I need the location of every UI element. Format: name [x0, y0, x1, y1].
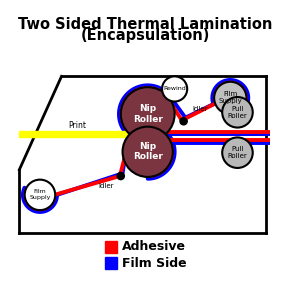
Circle shape — [123, 127, 173, 177]
Bar — [105, 257, 117, 269]
Text: Rewind: Rewind — [163, 86, 186, 92]
Circle shape — [117, 172, 124, 180]
Circle shape — [214, 82, 246, 114]
Text: Film
Supply: Film Supply — [29, 190, 51, 200]
Text: Nip
Roller: Nip Roller — [133, 142, 163, 161]
Text: Pull
Roller: Pull Roller — [228, 106, 247, 119]
Circle shape — [25, 180, 55, 210]
Text: Film Side: Film Side — [122, 256, 186, 270]
Circle shape — [180, 118, 187, 125]
Bar — [105, 241, 117, 253]
Text: Nip
Roller: Nip Roller — [133, 104, 163, 124]
Text: Film
Supply: Film Supply — [218, 92, 242, 104]
Circle shape — [121, 87, 175, 141]
Bar — [19, 131, 136, 137]
Text: Print: Print — [69, 121, 87, 130]
Text: Idler: Idler — [98, 183, 114, 189]
Text: Idler: Idler — [193, 106, 208, 112]
Text: Pull
Roller: Pull Roller — [228, 146, 247, 159]
Circle shape — [162, 76, 187, 101]
Text: Adhesive: Adhesive — [122, 241, 186, 254]
Text: Two Sided Thermal Lamination: Two Sided Thermal Lamination — [18, 17, 272, 32]
Circle shape — [222, 137, 253, 168]
Text: (Encapsulation): (Encapsulation) — [80, 28, 210, 43]
Circle shape — [222, 97, 253, 128]
